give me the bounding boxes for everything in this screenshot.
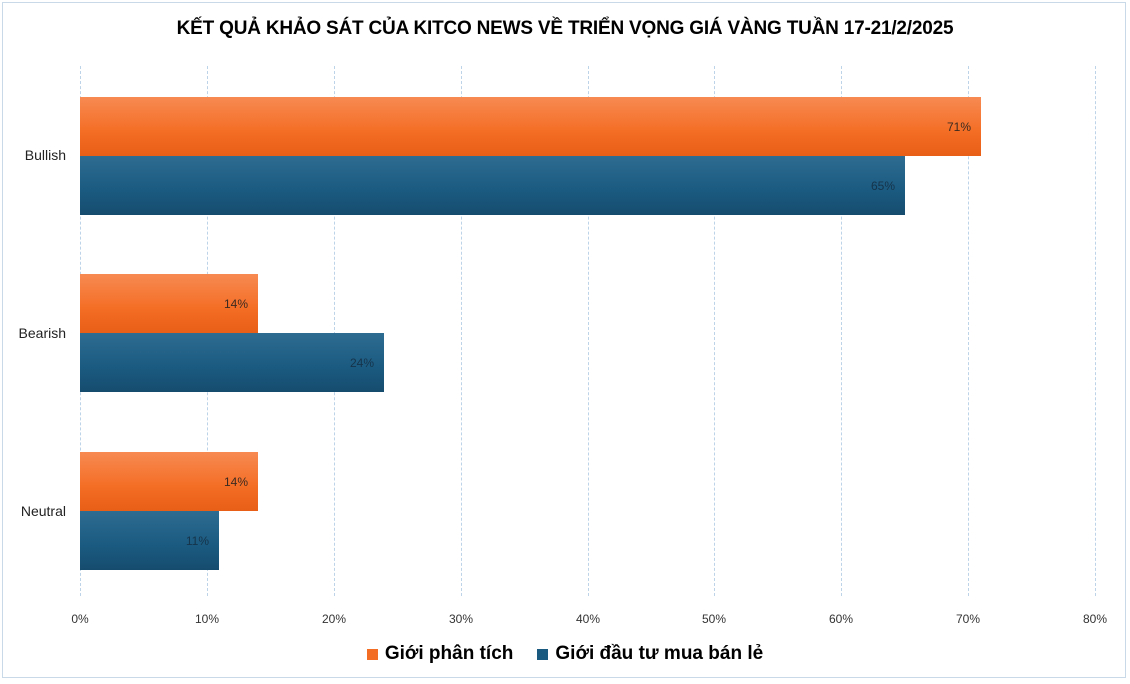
category-label-bearish: Bearish <box>18 325 66 341</box>
bar-neutral-retail: 11% <box>80 511 219 570</box>
data-label: 24% <box>349 355 374 370</box>
data-label: 14% <box>223 474 248 489</box>
data-label: 65% <box>870 178 895 193</box>
x-tick: 20% <box>321 612 347 626</box>
legend-item-retail[interactable]: Giới đầu tư mua bán lẻ <box>537 643 763 665</box>
x-tick: 80% <box>1082 612 1108 626</box>
legend-label: Giới phân tích <box>384 643 514 664</box>
legend-swatch-blue-icon <box>537 648 549 660</box>
gridline <box>588 66 589 596</box>
bar-bullish-retail: 65% <box>80 156 905 215</box>
bar-bullish-analysts: 71% <box>80 97 981 156</box>
x-tick: 0% <box>71 612 89 626</box>
legend-swatch-orange-icon <box>366 648 378 660</box>
legend-item-analysts[interactable]: Giới phân tích <box>366 643 514 665</box>
gridline <box>714 66 715 596</box>
bar-neutral-analysts: 14% <box>80 452 258 511</box>
data-label: 14% <box>223 296 248 311</box>
x-tick: 50% <box>701 612 727 626</box>
x-tick: 30% <box>448 612 474 626</box>
chart-title: KẾT QUẢ KHẢO SÁT CỦA KITCO NEWS VỀ TRIỂN… <box>176 18 954 39</box>
x-tick: 40% <box>575 612 601 626</box>
gridline <box>1095 66 1096 596</box>
gridline <box>461 66 462 596</box>
x-tick: 70% <box>955 612 981 626</box>
category-label-neutral: Neutral <box>20 503 66 519</box>
category-label-bullish: Bullish <box>24 147 66 163</box>
x-tick: 60% <box>828 612 854 626</box>
data-label: 11% <box>185 533 209 548</box>
legend: Giới phân tích Giới đầu tư mua bán lẻ <box>0 643 1130 665</box>
gridline <box>841 66 842 596</box>
bar-bearish-analysts: 14% <box>80 274 258 333</box>
gridline <box>968 66 969 596</box>
gridline <box>334 66 335 596</box>
legend-label: Giới đầu tư mua bán lẻ <box>555 643 764 664</box>
x-tick: 10% <box>194 612 220 626</box>
data-label: 71% <box>946 119 971 134</box>
bar-bearish-retail: 24% <box>80 333 384 392</box>
